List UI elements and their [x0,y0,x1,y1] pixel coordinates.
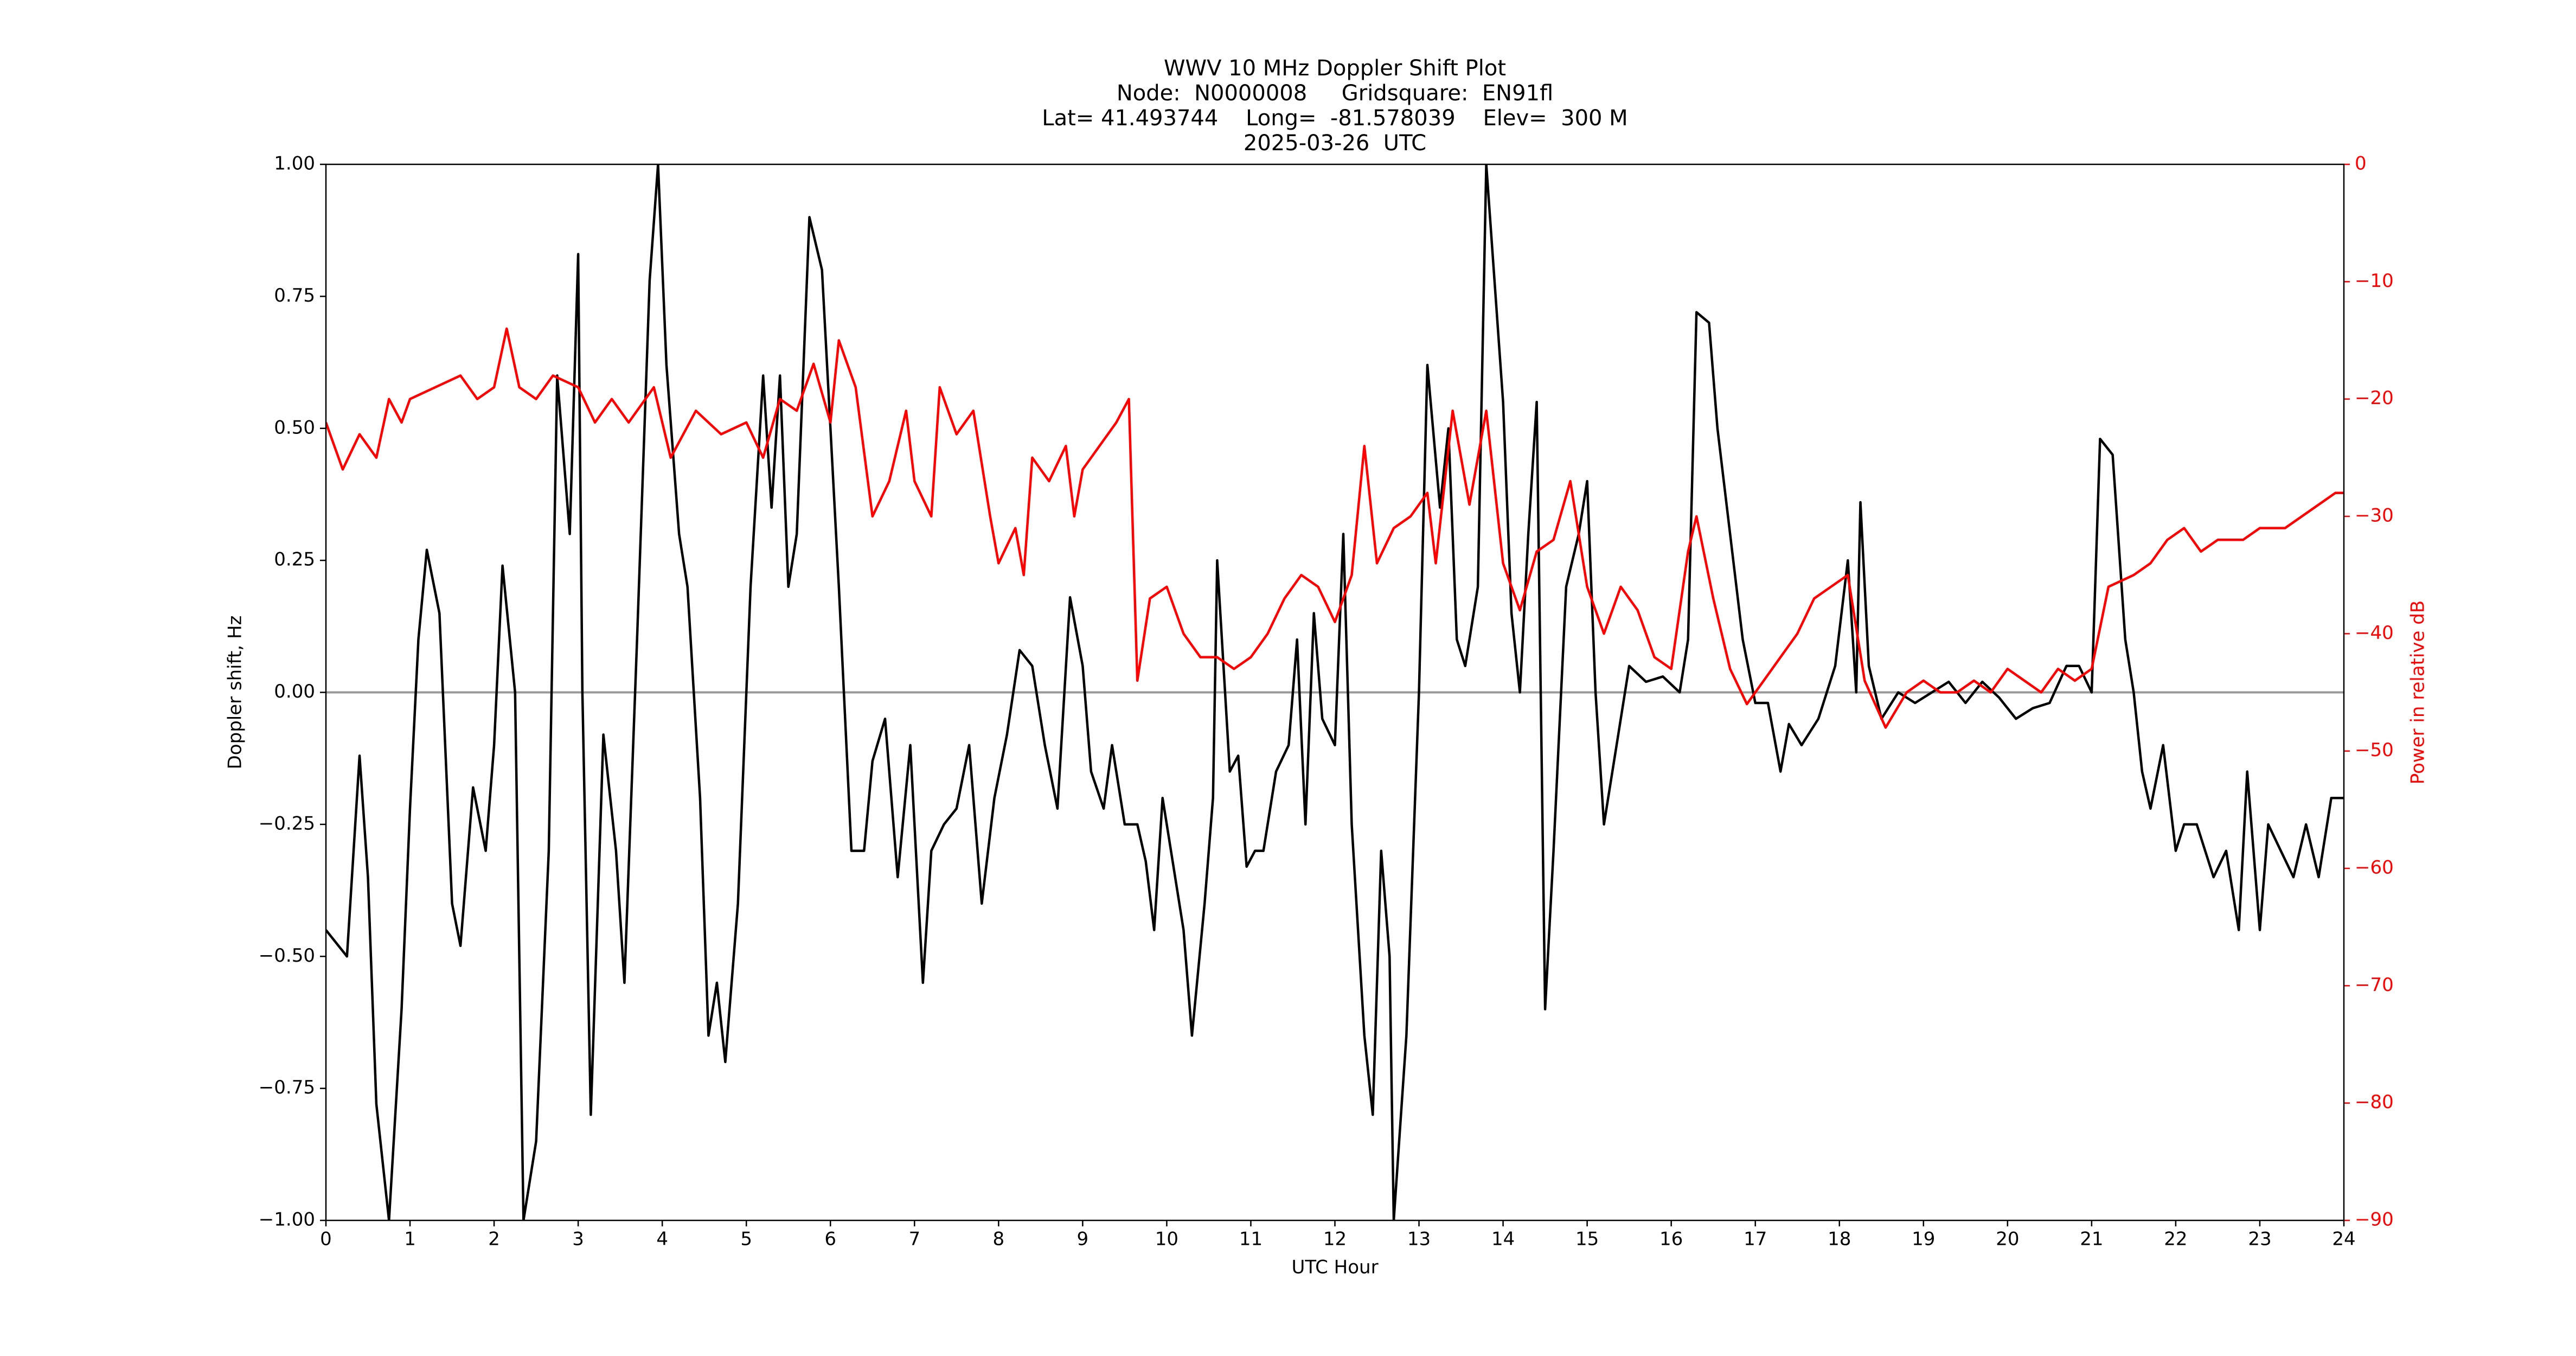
y-tick-label: 1.00 [274,153,315,175]
x-tick-label: 12 [1323,1229,1347,1250]
y-tick-label: −0.75 [259,1077,315,1098]
y2-tick-label: −40 [2355,622,2394,644]
x-tick-label: 16 [1659,1229,1683,1250]
chart-title: WWV 10 MHz Doppler Shift Plot [1164,56,1506,81]
y2-axis-label: Power in relative dB [2407,600,2429,784]
data-line [326,327,2344,729]
y-tick-label: 0.25 [274,549,315,571]
y-tick-label: 0.75 [274,285,315,306]
x-tick-label: 18 [1828,1229,1851,1250]
y-axis-label: Doppler shift, Hz [225,616,246,770]
x-tick-label: 2 [488,1229,500,1250]
x-tick-label: 0 [320,1229,332,1250]
y-tick-label: 0.00 [274,681,315,702]
x-tick-label: 5 [740,1229,752,1250]
y2-tick-label: −70 [2355,974,2394,996]
x-tick-label: 3 [572,1229,584,1250]
chart-title: Lat= 41.493744 Long= -81.578039 Elev= 30… [1042,106,1627,131]
x-tick-label: 23 [2248,1229,2271,1250]
y2-tick-label: −60 [2355,857,2394,879]
x-tick-label: 21 [2080,1229,2103,1250]
y2-tick-label: −30 [2355,505,2394,527]
plot-frame [325,163,2345,1221]
x-tick-label: 4 [656,1229,668,1250]
x-axis-label: UTC Hour [1291,1257,1378,1278]
y-tick-label: 0.50 [274,417,315,438]
x-tick-label: 11 [1239,1229,1263,1250]
x-tick-label: 1 [404,1229,416,1250]
x-tick-label: 8 [993,1229,1005,1250]
y2-tick-label: −50 [2355,739,2394,761]
x-tick-label: 13 [1407,1229,1431,1250]
x-tick-label: 6 [824,1229,836,1250]
y-tick-label: −0.50 [259,945,315,967]
y2-tick-label: −90 [2355,1209,2394,1231]
x-tick-label: 10 [1155,1229,1178,1250]
chart-title: 2025-03-26 UTC [1244,131,1426,156]
chart-title: Node: N0000008 Gridsquare: EN91fl [1117,81,1553,106]
x-tick-label: 15 [1575,1229,1599,1250]
x-tick-label: 9 [1077,1229,1089,1250]
y2-tick-label: −20 [2355,387,2394,409]
y2-tick-label: −80 [2355,1091,2394,1113]
y-tick-label: −1.00 [259,1209,315,1231]
x-tick-label: 20 [1996,1229,2019,1250]
y-tick-label: −0.25 [259,813,315,834]
x-tick-label: 22 [2164,1229,2187,1250]
x-tick-label: 7 [908,1229,920,1250]
x-tick-label: 24 [2332,1229,2355,1250]
plot-area [326,164,2344,1220]
y2-tick-label: 0 [2355,153,2367,175]
y2-tick-label: −10 [2355,270,2394,292]
x-tick-label: 17 [1744,1229,1767,1250]
x-tick-label: 14 [1491,1229,1515,1250]
x-tick-label: 19 [1912,1229,1935,1250]
data-line [326,164,2344,1220]
